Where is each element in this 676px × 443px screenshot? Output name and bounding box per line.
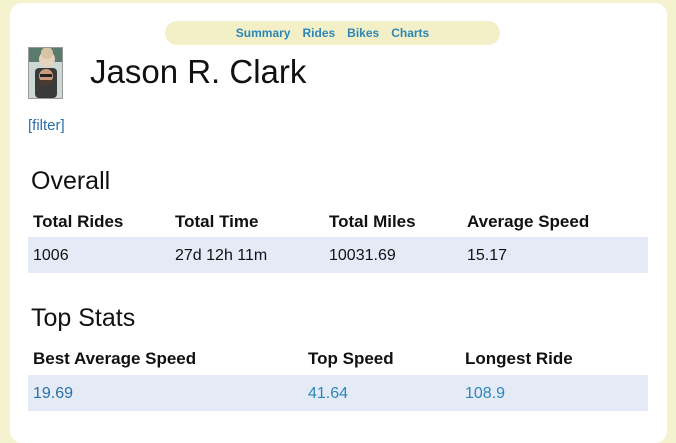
top-nav: Summary Rides Bikes Charts	[165, 21, 500, 45]
header-total-time: Total Time	[175, 212, 259, 231]
nav-summary[interactable]: Summary	[235, 26, 291, 40]
header-best-average-speed: Best Average Speed	[33, 349, 197, 368]
header-total-miles: Total Miles	[329, 212, 416, 231]
value-longest-ride-link[interactable]: 108.9	[465, 385, 506, 402]
nav-rides[interactable]: Rides	[302, 26, 336, 40]
nav-bikes[interactable]: Bikes	[347, 26, 380, 40]
value-total-rides: 1006	[33, 247, 69, 264]
top-stats-row	[28, 375, 648, 411]
nav-charts[interactable]: Charts	[391, 26, 430, 40]
main-card: Summary Rides Bikes Charts Jason R. Clar…	[10, 3, 667, 443]
avatar-image	[29, 48, 62, 98]
filter-link[interactable]: [filter]	[28, 117, 65, 134]
header-total-rides: Total Rides	[33, 212, 124, 231]
top-stats-heading: Top Stats	[31, 304, 136, 332]
value-average-speed: 15.17	[467, 247, 508, 264]
header-top-speed: Top Speed	[308, 349, 394, 368]
overall-row	[28, 237, 648, 273]
header-average-speed: Average Speed	[467, 212, 590, 231]
header-longest-ride: Longest Ride	[465, 349, 573, 368]
avatar	[28, 47, 63, 99]
value-best-average-speed-link[interactable]: 19.69	[33, 385, 74, 402]
overall-heading: Overall	[31, 167, 111, 195]
profile-name: Jason R. Clark	[90, 53, 307, 90]
value-total-time: 27d 12h 11m	[175, 247, 268, 264]
value-total-miles: 10031.69	[329, 247, 396, 264]
value-top-speed-link[interactable]: 41.64	[308, 385, 349, 402]
